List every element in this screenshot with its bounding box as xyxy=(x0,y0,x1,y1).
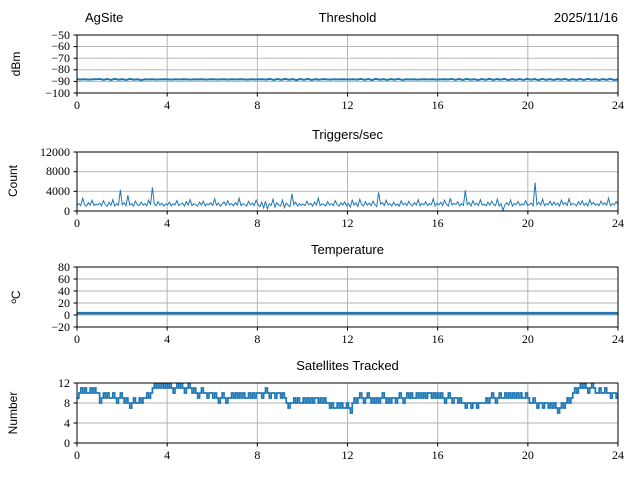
chart-3-group xyxy=(73,266,619,331)
x-tick-label: 20 xyxy=(521,98,534,112)
chart-1-line xyxy=(77,77,618,82)
x-tick-label: 24 xyxy=(612,448,624,462)
y-tick-label: 20 xyxy=(58,295,70,310)
chart-4-line xyxy=(77,383,618,414)
y-tick-label: −80 xyxy=(51,62,70,77)
x-tick-label: 8 xyxy=(254,216,261,230)
y-tick-label: −20 xyxy=(51,319,70,334)
x-tick-label: 4 xyxy=(164,98,171,112)
x-tick-label: 8 xyxy=(254,98,261,112)
x-tick-label: 24 xyxy=(612,98,624,112)
chart-1-group xyxy=(73,34,619,97)
y-tick-label: 4000 xyxy=(46,183,70,198)
x-tick-label: 12 xyxy=(341,332,354,346)
x-tick-label: 0 xyxy=(74,98,80,112)
x-tick-label: 0 xyxy=(74,332,80,346)
x-tick-label: 4 xyxy=(164,332,171,346)
y-tick-label: 40 xyxy=(58,283,70,298)
chart-2-group xyxy=(73,151,619,215)
y-tick-label: 8 xyxy=(64,395,70,410)
y-tick-label: −100 xyxy=(45,85,70,100)
y-tick-label: 80 xyxy=(58,259,70,274)
x-tick-label: 4 xyxy=(164,216,171,230)
x-tick-label: 4 xyxy=(164,448,171,462)
chart1-title: Threshold xyxy=(318,10,377,25)
x-tick-label: 16 xyxy=(431,98,444,112)
chart1-right-title: 2025/11/16 xyxy=(553,10,618,25)
x-tick-label: 16 xyxy=(431,216,444,230)
y-tick-label: 12000 xyxy=(40,144,70,159)
chart1-left-title: AgSite xyxy=(85,10,124,25)
x-tick-label: 8 xyxy=(254,332,261,346)
y-tick-label: −90 xyxy=(51,73,70,88)
y-tick-label: 8000 xyxy=(46,164,70,179)
x-tick-label: 20 xyxy=(521,448,534,462)
y-tick-label: 12 xyxy=(58,375,70,390)
y-tick-label: 0 xyxy=(64,435,70,450)
chart3-title: Temperature xyxy=(311,242,384,257)
chart-2-line xyxy=(77,182,618,211)
x-tick-label: 24 xyxy=(612,216,624,230)
x-tick-label: 16 xyxy=(431,448,444,462)
x-tick-label: 12 xyxy=(341,448,354,462)
y-tick-label: 60 xyxy=(58,271,70,286)
y-tick-label: −50 xyxy=(51,27,70,42)
x-tick-label: 16 xyxy=(431,332,444,346)
x-tick-label: 12 xyxy=(341,216,354,230)
y-tick-label: −60 xyxy=(51,39,70,54)
chart2-title: Triggers/sec xyxy=(311,127,384,142)
x-tick-label: 20 xyxy=(521,216,534,230)
y-tick-label: 4 xyxy=(64,415,70,430)
x-tick-label: 12 xyxy=(341,98,354,112)
x-tick-label: 24 xyxy=(612,332,624,346)
x-tick-label: 0 xyxy=(74,448,80,462)
chart4-title: Satellites Tracked xyxy=(296,358,399,373)
y-tick-label: 0 xyxy=(64,307,70,322)
y-tick-label: −70 xyxy=(51,50,70,65)
y-tick-label: 0 xyxy=(64,203,70,218)
x-tick-label: 0 xyxy=(74,216,80,230)
x-tick-label: 20 xyxy=(521,332,534,346)
chart-4-group xyxy=(73,382,619,447)
x-tick-label: 8 xyxy=(254,448,261,462)
